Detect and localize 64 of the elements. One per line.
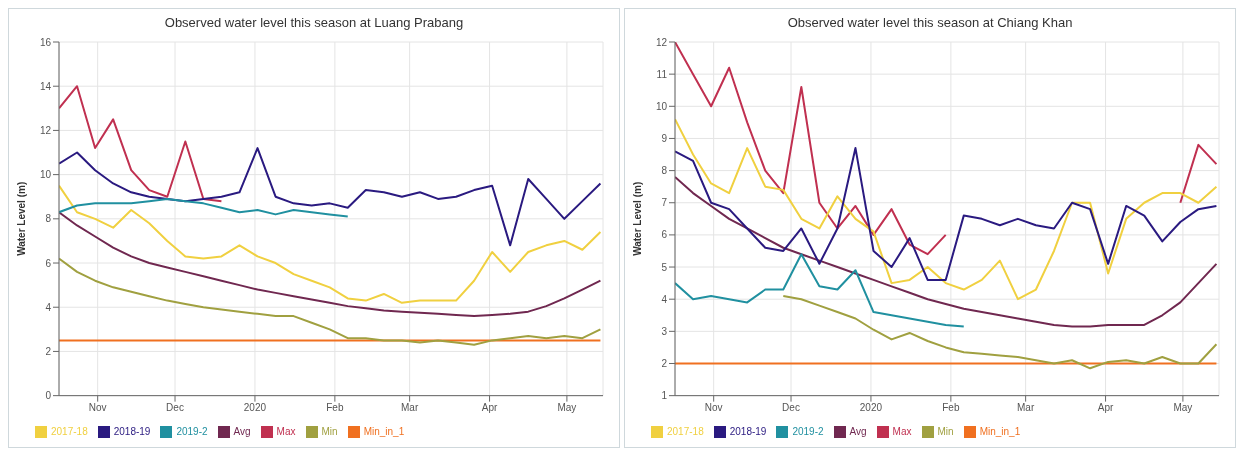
y-tick-label: 6	[45, 257, 52, 269]
x-tick-label: May	[1173, 401, 1193, 413]
legend-label: Max	[892, 425, 912, 437]
chart-title: Observed water level this season at Luang Prabang	[163, 14, 465, 32]
y-tick-label: 11	[656, 68, 668, 80]
line-series	[59, 197, 349, 218]
legend-label: Avg	[233, 425, 251, 437]
line-series	[59, 147, 602, 247]
y-tick-label: 2	[661, 358, 668, 370]
line-series	[675, 176, 1218, 328]
y-tick-label: 8	[661, 165, 668, 177]
y-tick-label: 7	[661, 197, 668, 209]
legend-label: Avg	[849, 425, 867, 437]
x-tick-label: May	[557, 401, 577, 413]
x-tick-label: Feb	[942, 401, 960, 413]
line-series	[59, 211, 602, 318]
x-tick-label: 2020	[859, 401, 883, 413]
line-series	[59, 257, 602, 346]
x-tick-label: Mar	[401, 401, 419, 413]
y-tick-label: 4	[45, 301, 52, 313]
y-axis-title: Water Level (m)	[631, 181, 643, 256]
line-series	[675, 147, 1218, 281]
y-tick-label: 9	[661, 133, 668, 144]
legend-label: 2019-2	[792, 425, 824, 437]
legend-label: Max	[276, 425, 296, 437]
legend-label: Min	[937, 425, 954, 437]
y-tick-label: 3	[661, 325, 668, 337]
legend-label: 2017-18	[667, 425, 704, 437]
y-axis-title: Water Level (m)	[15, 181, 27, 256]
y-tick-label: 2	[45, 345, 52, 357]
y-tick-label: 10	[655, 100, 668, 112]
legend-label: 2019-2	[176, 425, 208, 437]
x-tick-label: Apr	[481, 401, 499, 413]
line-series	[59, 184, 602, 304]
chart-title: Observed water level this season at Chiang Khan	[786, 14, 1074, 32]
x-tick-label: Nov	[704, 401, 723, 413]
y-tick-label: 12	[655, 36, 668, 48]
line-series	[675, 253, 965, 328]
y-tick-label: 6	[661, 229, 668, 241]
x-tick-label: 2020	[243, 401, 267, 413]
legend-label: Min_in_1	[979, 425, 1021, 437]
y-tick-label: 10	[39, 169, 52, 181]
x-tick-label: Mar	[1017, 401, 1035, 413]
legend-label: Min	[321, 425, 338, 437]
y-tick-label: 8	[45, 213, 52, 225]
y-tick-label: 0	[45, 390, 52, 402]
y-tick-label: 12	[39, 124, 52, 136]
line-series	[59, 85, 223, 203]
x-tick-label: Feb	[326, 401, 344, 413]
x-tick-label: Nov	[88, 401, 107, 413]
legend-label: Min_in_1	[363, 425, 405, 437]
x-tick-label: Dec	[782, 401, 800, 413]
legend-label: 2018-19	[729, 425, 767, 437]
line-series	[675, 118, 1218, 301]
x-tick-label: Dec	[166, 401, 184, 413]
y-tick-label: 14	[39, 80, 52, 92]
legend-label: 2017-18	[51, 425, 88, 437]
y-tick-label: 4	[661, 293, 668, 305]
line-series	[782, 294, 1218, 370]
x-tick-label: Apr	[1097, 401, 1115, 413]
y-tick-label: 16	[39, 36, 52, 48]
y-tick-label: 5	[661, 261, 668, 273]
y-tick-label: 1	[661, 390, 668, 402]
legend-label: 2018-19	[113, 425, 151, 437]
